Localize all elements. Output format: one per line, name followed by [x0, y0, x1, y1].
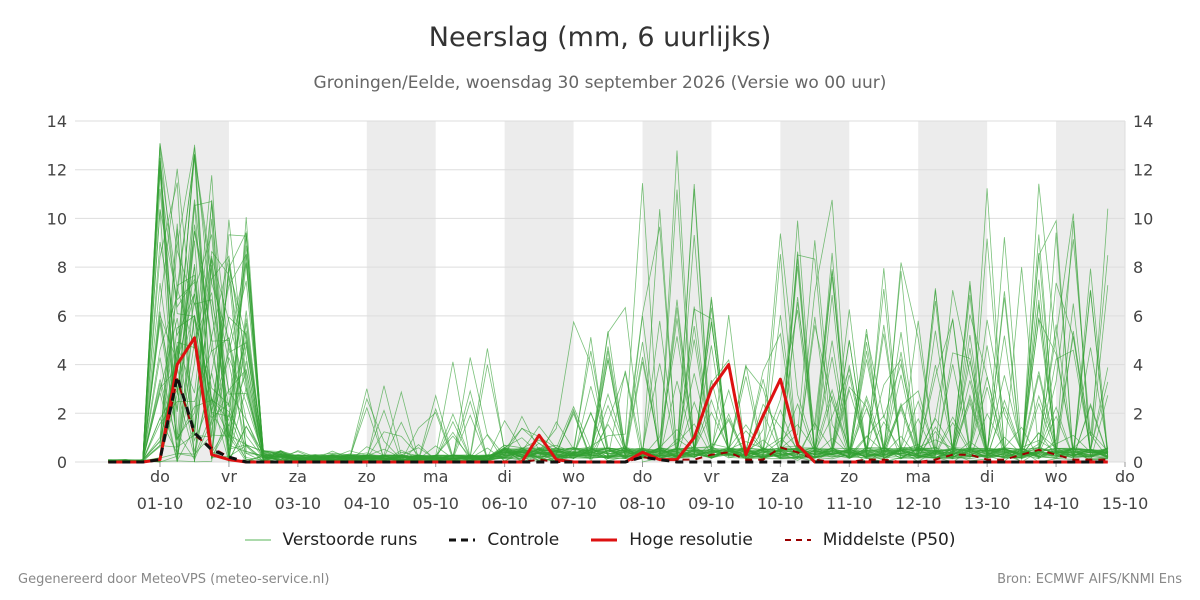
legend-label-high-res: Hoge resolutie: [629, 530, 753, 550]
chart-title: Neerslag (mm, 6 uurlijks): [428, 22, 772, 53]
y-tick-label-right: 8: [1133, 258, 1143, 277]
x-tick-date: 05-10: [412, 494, 459, 513]
x-tick-date: 14-10: [1033, 494, 1080, 513]
legend-label-control: Controle: [487, 530, 560, 550]
y-tick-label-left: 14: [47, 112, 67, 131]
ensemble-member-line: [108, 144, 1109, 463]
ensemble-member-line: [108, 258, 1108, 463]
legend-swatch-high-res: [591, 538, 618, 542]
x-tick-day: za: [771, 467, 789, 486]
x-tick-date: 12-10: [895, 494, 942, 513]
y-tick-label-left: 6: [57, 307, 67, 326]
x-tick-date: 07-10: [550, 494, 597, 513]
y-tick-label-right: 4: [1133, 356, 1143, 375]
y-tick-label-left: 12: [47, 161, 67, 180]
y-tick-label-right: 14: [1133, 112, 1153, 131]
y-tick-label-right: 6: [1133, 307, 1143, 326]
legend-swatch-perturbed: [244, 539, 271, 541]
series-line-controle: [108, 375, 1108, 464]
x-tick-day: do: [1115, 467, 1135, 486]
legend-swatch-median: [784, 539, 811, 541]
legend-item-high-res[interactable]: Hoge resolutie: [591, 530, 753, 550]
x-tick-day: do: [150, 467, 170, 486]
x-tick-day: zo: [840, 467, 858, 486]
x-tick-day: do: [633, 467, 653, 486]
legend: Verstoorde runs Controle Hoge resolutie …: [0, 530, 1200, 550]
x-tick-date: 04-10: [344, 494, 391, 513]
legend-label-median: Middelste (P50): [822, 530, 956, 550]
chart-subtitle: Groningen/Eelde, woensdag 30 september 2…: [313, 73, 887, 93]
x-tick-date: 13-10: [964, 494, 1011, 513]
shaded-day-band: [504, 121, 574, 462]
x-tick-date: 15-10: [1102, 494, 1149, 513]
x-tick-date: 08-10: [619, 494, 666, 513]
y-tick-label-left: 10: [47, 209, 67, 228]
x-tick-day: di: [497, 467, 512, 486]
x-tick-date: 01-10: [137, 494, 184, 513]
x-tick-day: vr: [703, 467, 719, 486]
shaded-day-band: [366, 121, 436, 462]
y-tick-label-left: 4: [57, 356, 67, 375]
x-tick-date: 11-10: [826, 494, 873, 513]
legend-item-control[interactable]: Controle: [449, 530, 559, 550]
x-tick-day: ma: [423, 467, 448, 486]
x-tick-date: 03-10: [275, 494, 322, 513]
legend-label-perturbed: Verstoorde runs: [282, 530, 418, 550]
x-tick-day: vr: [221, 467, 237, 486]
ensemble-member-line: [108, 183, 1108, 462]
x-tick-date: 06-10: [481, 494, 528, 513]
x-tick-date: 09-10: [688, 494, 735, 513]
legend-item-perturbed[interactable]: Verstoorde runs: [244, 530, 418, 550]
x-tick-day: za: [289, 467, 307, 486]
legend-item-median[interactable]: Middelste (P50): [784, 530, 956, 550]
x-tick-day: wo: [562, 467, 585, 486]
legend-swatch-control: [449, 538, 476, 542]
x-tick-day: di: [980, 467, 995, 486]
y-tick-label-left: 0: [57, 453, 67, 472]
x-tick-day: ma: [906, 467, 931, 486]
x-tick-date: 10-10: [757, 494, 804, 513]
footer-credit: Gegenereerd door MeteoVPS (meteo-service…: [18, 572, 330, 587]
y-tick-label-right: 12: [1133, 161, 1153, 180]
x-tick-day: wo: [1045, 467, 1068, 486]
y-tick-label-right: 2: [1133, 404, 1143, 423]
y-tick-label-left: 2: [57, 404, 67, 423]
ensemble-member-line: [108, 241, 1108, 462]
x-tick-date: 02-10: [206, 494, 253, 513]
footer-source: Bron: ECMWF AIFS/KNMI Ens: [997, 572, 1182, 587]
y-tick-label-right: 10: [1133, 209, 1153, 228]
x-tick-day: zo: [358, 467, 376, 486]
y-tick-label-left: 8: [57, 258, 67, 277]
y-tick-label-right: 0: [1133, 453, 1143, 472]
